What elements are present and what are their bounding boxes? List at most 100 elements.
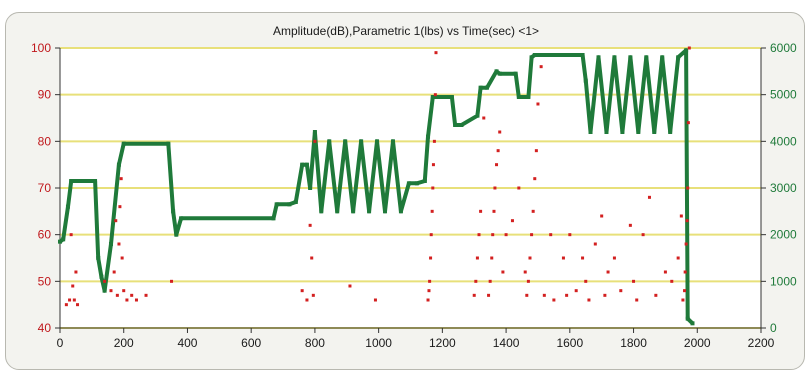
amplitude-point-42 xyxy=(474,279,478,283)
amplitude-point-90 xyxy=(647,195,651,199)
amplitude-point-11 xyxy=(115,293,119,297)
amplitude-point-6 xyxy=(69,233,73,237)
amplitude-point-99 xyxy=(684,242,688,246)
y2-tick-label-5: 5000 xyxy=(770,88,797,102)
amplitude-point-3 xyxy=(74,270,78,274)
amplitude-point-87 xyxy=(632,279,636,283)
parametric-point-50 xyxy=(529,55,534,60)
parametric-point-67 xyxy=(685,316,690,321)
chart-title: Amplitude(dB),Parametric 1(lbs) vs Time(… xyxy=(273,24,539,38)
parametric-point-14 xyxy=(179,216,184,221)
parametric-point-34 xyxy=(406,181,411,186)
parametric-point-33 xyxy=(398,209,403,214)
amplitude-point-73 xyxy=(561,256,565,260)
amplitude-point-86 xyxy=(628,223,632,227)
amplitude-point-103 xyxy=(687,46,691,50)
y2-tick-label-3: 3000 xyxy=(770,181,797,195)
parametric-point-57 xyxy=(612,55,617,60)
y2-tick-label-6: 6000 xyxy=(770,41,797,55)
amplitude-point-31 xyxy=(427,289,431,293)
amplitude-point-41 xyxy=(472,293,476,297)
parametric-point-20 xyxy=(304,162,309,167)
parametric-point-41 xyxy=(459,123,464,127)
parametric-point-48 xyxy=(516,95,521,99)
amplitude-point-67 xyxy=(534,149,538,153)
amplitude-point-46 xyxy=(482,116,486,120)
x-tick-label-8: 1600 xyxy=(556,336,583,350)
amplitude-point-83 xyxy=(606,270,610,274)
amplitude-point-33 xyxy=(429,256,433,260)
parametric-point-42 xyxy=(475,113,480,118)
parametric-point-68 xyxy=(690,321,695,326)
amplitude-point-63 xyxy=(528,256,532,260)
amplitude-point-9 xyxy=(112,270,116,274)
parametric-point-2 xyxy=(65,204,70,209)
amplitude-point-62 xyxy=(526,279,530,283)
amplitude-point-8 xyxy=(109,289,113,293)
amplitude-point-64 xyxy=(530,233,534,237)
amplitude-point-66 xyxy=(533,177,537,181)
amplitude-point-25 xyxy=(310,256,314,260)
x-tick-label-0: 0 xyxy=(57,336,64,350)
parametric-point-6 xyxy=(99,274,104,279)
x-tick-label-5: 1000 xyxy=(365,336,392,350)
amplitude-point-61 xyxy=(525,293,529,297)
parametric-point-52 xyxy=(580,53,585,57)
parametric-point-39 xyxy=(449,95,454,99)
parametric-point-61 xyxy=(644,55,649,60)
amplitude-point-81 xyxy=(600,214,604,218)
x-tick-label-6: 1200 xyxy=(429,336,456,350)
amplitude-point-2 xyxy=(71,284,75,288)
parametric-point-24 xyxy=(327,139,332,144)
amplitude-point-74 xyxy=(565,293,569,297)
parametric-point-62 xyxy=(652,130,657,134)
y-tick-label-2: 60 xyxy=(38,228,52,242)
y2-tick-label-0: 0 xyxy=(770,321,777,335)
amplitude-point-95 xyxy=(679,214,683,218)
amplitude-point-35 xyxy=(430,209,434,213)
amplitude-point-69 xyxy=(539,65,543,69)
amplitude-point-71 xyxy=(549,233,553,237)
parametric-point-9 xyxy=(116,162,121,167)
amplitude-point-32 xyxy=(428,279,432,283)
amplitude-point-37 xyxy=(431,163,435,167)
amplitude-point-5 xyxy=(76,303,80,307)
x-tick-label-7: 1400 xyxy=(493,336,520,350)
parametric-point-15 xyxy=(271,216,276,221)
y-tick-label-0: 40 xyxy=(38,321,52,335)
amplitude-point-48 xyxy=(488,279,492,283)
amplitude-point-49 xyxy=(490,256,494,260)
parametric-point-7 xyxy=(102,288,107,293)
x-tick-label-11: 2200 xyxy=(748,336,775,350)
y-tick-label-3: 70 xyxy=(38,181,52,195)
parametric-point-27 xyxy=(351,209,356,214)
parametric-point-8 xyxy=(108,242,113,246)
amplitude-point-85 xyxy=(619,289,623,293)
amplitude-point-7 xyxy=(103,279,107,283)
amplitude-point-26 xyxy=(311,293,315,297)
amplitude-point-60 xyxy=(523,270,527,274)
parametric-point-56 xyxy=(604,130,609,134)
amplitude-point-39 xyxy=(433,93,437,97)
amplitude-point-1 xyxy=(68,298,72,302)
amplitude-point-14 xyxy=(119,177,123,181)
amplitude-point-54 xyxy=(496,149,500,153)
amplitude-point-50 xyxy=(491,233,495,237)
parametric-point-46 xyxy=(497,71,502,76)
parametric-point-30 xyxy=(375,139,380,144)
parametric-point-25 xyxy=(335,209,340,214)
amplitude-point-82 xyxy=(603,293,607,297)
amplitude-point-75 xyxy=(568,233,572,237)
amplitude-point-18 xyxy=(130,293,134,297)
parametric-point-38 xyxy=(430,95,435,99)
parametric-point-32 xyxy=(390,139,395,144)
axes xyxy=(55,47,766,333)
amplitude-point-27 xyxy=(313,139,317,143)
parametric-point-10 xyxy=(121,141,126,146)
amplitude-point-78 xyxy=(584,279,588,283)
y-tick-label-5: 90 xyxy=(38,88,52,102)
amplitude-point-28 xyxy=(348,284,352,288)
amplitude-series xyxy=(64,46,691,307)
parametric-point-31 xyxy=(383,209,388,214)
parametric-point-40 xyxy=(453,123,458,127)
